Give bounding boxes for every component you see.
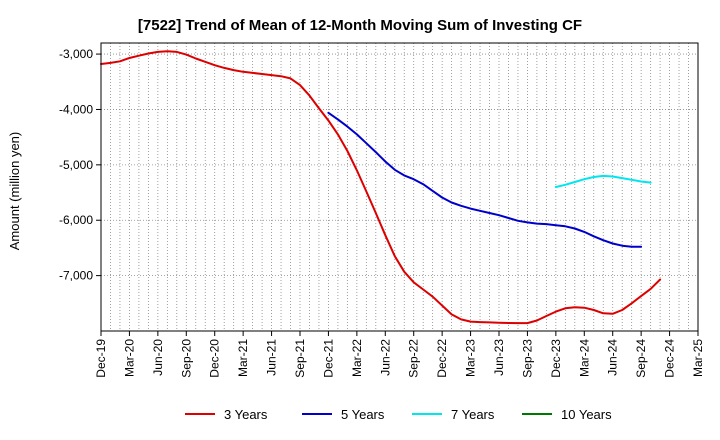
x-tick-label: Sep-22 [407,339,421,378]
x-tick-label: Sep-24 [634,339,648,378]
series-line-3-years [100,50,662,325]
y-axis-ticks: -3,000 -4,000 -5,000 -6,000 -7,000 [59,47,101,283]
x-tick-label: Dec-21 [321,339,335,378]
legend-label: 5 Years [341,407,385,422]
x-tick-label: Jun-22 [378,339,392,376]
x-tick-label: Dec-19 [94,339,108,378]
x-tick-label: Dec-23 [549,339,563,378]
x-tick-label: Mar-20 [122,339,136,377]
x-tick-label: Mar-25 [691,339,705,377]
x-tick-label: Sep-20 [179,339,193,378]
x-tick-label: Dec-24 [663,339,677,378]
legend-label: 10 Years [561,407,612,422]
legend-label: 3 Years [224,407,268,422]
chart-title: [7522] Trend of Mean of 12-Month Moving … [138,17,582,34]
y-tick-label: -4,000 [59,102,93,116]
series-line-7-years [554,174,652,188]
series-line-5-years [327,111,643,248]
y-tick-label: -7,000 [59,269,93,283]
x-tick-label: Dec-22 [435,339,449,378]
y-tick-label: -5,000 [59,158,93,172]
x-tick-label: Jun-20 [151,339,165,376]
x-tick-label: Sep-23 [520,339,534,378]
series-lines [100,50,662,325]
x-tick-label: Mar-21 [236,339,250,377]
x-tick-label: Mar-23 [464,339,478,377]
legend: 3 Years 5 Years 7 Years 10 Years [185,407,612,422]
y-axis-label: Amount (million yen) [7,132,22,251]
grid [101,43,698,331]
y-tick-label: -6,000 [59,213,93,227]
x-tick-label: Sep-21 [293,339,307,378]
plot-frame [100,42,699,332]
x-axis-ticks: Dec-19 Mar-20 Jun-20 Sep-20 Dec-20 Mar-21 Jun-… [94,331,705,378]
x-tick-label: Mar-22 [350,339,364,377]
x-tick-label: Dec-20 [208,339,222,378]
x-tick-label: Mar-24 [577,339,591,377]
x-tick-label: Jun-21 [265,339,279,376]
y-tick-label: -3,000 [59,47,93,61]
legend-label: 7 Years [451,407,495,422]
x-tick-label: Jun-24 [606,339,620,376]
x-tick-label: Jun-23 [492,339,506,376]
